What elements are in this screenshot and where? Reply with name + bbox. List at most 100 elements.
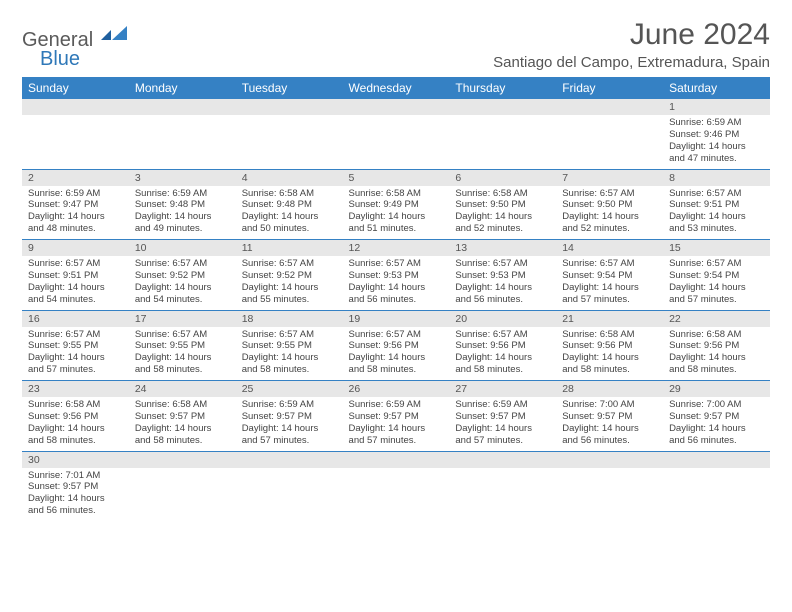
calendar-cell: 8Sunrise: 6:57 AMSunset: 9:51 PMDaylight… [663, 169, 770, 240]
calendar-row: 2Sunrise: 6:59 AMSunset: 9:47 PMDaylight… [22, 169, 770, 240]
day-content: Sunrise: 6:58 AMSunset: 9:56 PMDaylight:… [663, 327, 770, 381]
day-number: 21 [556, 311, 663, 327]
day-number: 23 [22, 381, 129, 397]
calendar-cell [663, 451, 770, 521]
day-content: Sunrise: 6:57 AMSunset: 9:53 PMDaylight:… [343, 256, 450, 310]
header: General Blue June 2024 Santiago del Camp… [22, 18, 770, 71]
day-number-empty [343, 99, 450, 115]
day-content: Sunrise: 6:57 AMSunset: 9:55 PMDaylight:… [22, 327, 129, 381]
logo-text: General Blue [22, 24, 129, 69]
calendar-row: 30Sunrise: 7:01 AMSunset: 9:57 PMDayligh… [22, 451, 770, 521]
day-number: 10 [129, 240, 236, 256]
calendar-cell: 21Sunrise: 6:58 AMSunset: 9:56 PMDayligh… [556, 310, 663, 381]
calendar-cell [236, 451, 343, 521]
day-content: Sunrise: 6:57 AMSunset: 9:56 PMDaylight:… [449, 327, 556, 381]
calendar-cell: 11Sunrise: 6:57 AMSunset: 9:52 PMDayligh… [236, 240, 343, 311]
calendar-cell [449, 99, 556, 169]
day-number-empty [556, 99, 663, 115]
calendar-row: 1Sunrise: 6:59 AMSunset: 9:46 PMDaylight… [22, 99, 770, 169]
calendar-cell [556, 451, 663, 521]
day-number: 9 [22, 240, 129, 256]
calendar-cell: 14Sunrise: 6:57 AMSunset: 9:54 PMDayligh… [556, 240, 663, 311]
day-header: Thursday [449, 77, 556, 99]
day-number: 15 [663, 240, 770, 256]
calendar-cell: 6Sunrise: 6:58 AMSunset: 9:50 PMDaylight… [449, 169, 556, 240]
location: Santiago del Campo, Extremadura, Spain [493, 54, 770, 71]
day-number-empty [663, 452, 770, 468]
day-content: Sunrise: 6:59 AMSunset: 9:57 PMDaylight:… [236, 397, 343, 451]
calendar-cell: 2Sunrise: 6:59 AMSunset: 9:47 PMDaylight… [22, 169, 129, 240]
day-content: Sunrise: 7:00 AMSunset: 9:57 PMDaylight:… [663, 397, 770, 451]
calendar-cell: 18Sunrise: 6:57 AMSunset: 9:55 PMDayligh… [236, 310, 343, 381]
calendar-cell: 15Sunrise: 6:57 AMSunset: 9:54 PMDayligh… [663, 240, 770, 311]
day-content: Sunrise: 7:01 AMSunset: 9:57 PMDaylight:… [22, 468, 129, 522]
day-header: Wednesday [343, 77, 450, 99]
day-number: 7 [556, 170, 663, 186]
day-number: 16 [22, 311, 129, 327]
day-number: 28 [556, 381, 663, 397]
day-content: Sunrise: 6:57 AMSunset: 9:50 PMDaylight:… [556, 186, 663, 240]
day-number: 2 [22, 170, 129, 186]
calendar-cell: 16Sunrise: 6:57 AMSunset: 9:55 PMDayligh… [22, 310, 129, 381]
day-content: Sunrise: 6:57 AMSunset: 9:55 PMDaylight:… [236, 327, 343, 381]
calendar-cell: 28Sunrise: 7:00 AMSunset: 9:57 PMDayligh… [556, 381, 663, 452]
day-number: 6 [449, 170, 556, 186]
day-header: Monday [129, 77, 236, 99]
day-content: Sunrise: 6:57 AMSunset: 9:52 PMDaylight:… [236, 256, 343, 310]
calendar-row: 23Sunrise: 6:58 AMSunset: 9:56 PMDayligh… [22, 381, 770, 452]
calendar-cell [129, 451, 236, 521]
day-number-empty [343, 452, 450, 468]
day-number-empty [236, 99, 343, 115]
calendar-cell: 13Sunrise: 6:57 AMSunset: 9:53 PMDayligh… [449, 240, 556, 311]
day-content: Sunrise: 6:57 AMSunset: 9:54 PMDaylight:… [663, 256, 770, 310]
day-number-empty [556, 452, 663, 468]
calendar-cell: 20Sunrise: 6:57 AMSunset: 9:56 PMDayligh… [449, 310, 556, 381]
day-number: 14 [556, 240, 663, 256]
day-content: Sunrise: 6:59 AMSunset: 9:57 PMDaylight:… [343, 397, 450, 451]
day-header: Sunday [22, 77, 129, 99]
calendar-cell: 22Sunrise: 6:58 AMSunset: 9:56 PMDayligh… [663, 310, 770, 381]
day-header-row: Sunday Monday Tuesday Wednesday Thursday… [22, 77, 770, 99]
day-number: 1 [663, 99, 770, 115]
calendar-cell: 29Sunrise: 7:00 AMSunset: 9:57 PMDayligh… [663, 381, 770, 452]
calendar-row: 16Sunrise: 6:57 AMSunset: 9:55 PMDayligh… [22, 310, 770, 381]
day-number-empty [22, 99, 129, 115]
day-content: Sunrise: 6:57 AMSunset: 9:51 PMDaylight:… [22, 256, 129, 310]
calendar-cell [129, 99, 236, 169]
logo-line2: Blue [22, 50, 129, 69]
calendar-cell: 1Sunrise: 6:59 AMSunset: 9:46 PMDaylight… [663, 99, 770, 169]
day-content: Sunrise: 6:58 AMSunset: 9:56 PMDaylight:… [22, 397, 129, 451]
day-number: 20 [449, 311, 556, 327]
calendar-cell: 30Sunrise: 7:01 AMSunset: 9:57 PMDayligh… [22, 451, 129, 521]
day-content: Sunrise: 6:59 AMSunset: 9:48 PMDaylight:… [129, 186, 236, 240]
title-block: June 2024 Santiago del Campo, Extremadur… [493, 18, 770, 71]
day-content: Sunrise: 6:59 AMSunset: 9:57 PMDaylight:… [449, 397, 556, 451]
day-header: Tuesday [236, 77, 343, 99]
day-number-empty [129, 99, 236, 115]
day-number-empty [236, 452, 343, 468]
calendar-cell [343, 451, 450, 521]
day-content: Sunrise: 6:58 AMSunset: 9:49 PMDaylight:… [343, 186, 450, 240]
day-number: 26 [343, 381, 450, 397]
day-content: Sunrise: 6:57 AMSunset: 9:55 PMDaylight:… [129, 327, 236, 381]
day-number: 30 [22, 452, 129, 468]
day-number: 24 [129, 381, 236, 397]
day-number: 19 [343, 311, 450, 327]
day-number: 5 [343, 170, 450, 186]
day-number-empty [129, 452, 236, 468]
calendar-cell: 23Sunrise: 6:58 AMSunset: 9:56 PMDayligh… [22, 381, 129, 452]
calendar-cell: 24Sunrise: 6:58 AMSunset: 9:57 PMDayligh… [129, 381, 236, 452]
day-content: Sunrise: 6:59 AMSunset: 9:46 PMDaylight:… [663, 115, 770, 169]
day-number: 27 [449, 381, 556, 397]
day-number: 29 [663, 381, 770, 397]
day-number: 12 [343, 240, 450, 256]
calendar-cell [449, 451, 556, 521]
day-content: Sunrise: 6:59 AMSunset: 9:47 PMDaylight:… [22, 186, 129, 240]
day-content: Sunrise: 6:57 AMSunset: 9:51 PMDaylight:… [663, 186, 770, 240]
calendar-cell: 25Sunrise: 6:59 AMSunset: 9:57 PMDayligh… [236, 381, 343, 452]
day-content: Sunrise: 6:57 AMSunset: 9:53 PMDaylight:… [449, 256, 556, 310]
calendar-cell: 19Sunrise: 6:57 AMSunset: 9:56 PMDayligh… [343, 310, 450, 381]
day-header: Friday [556, 77, 663, 99]
calendar-cell [22, 99, 129, 169]
day-header: Saturday [663, 77, 770, 99]
